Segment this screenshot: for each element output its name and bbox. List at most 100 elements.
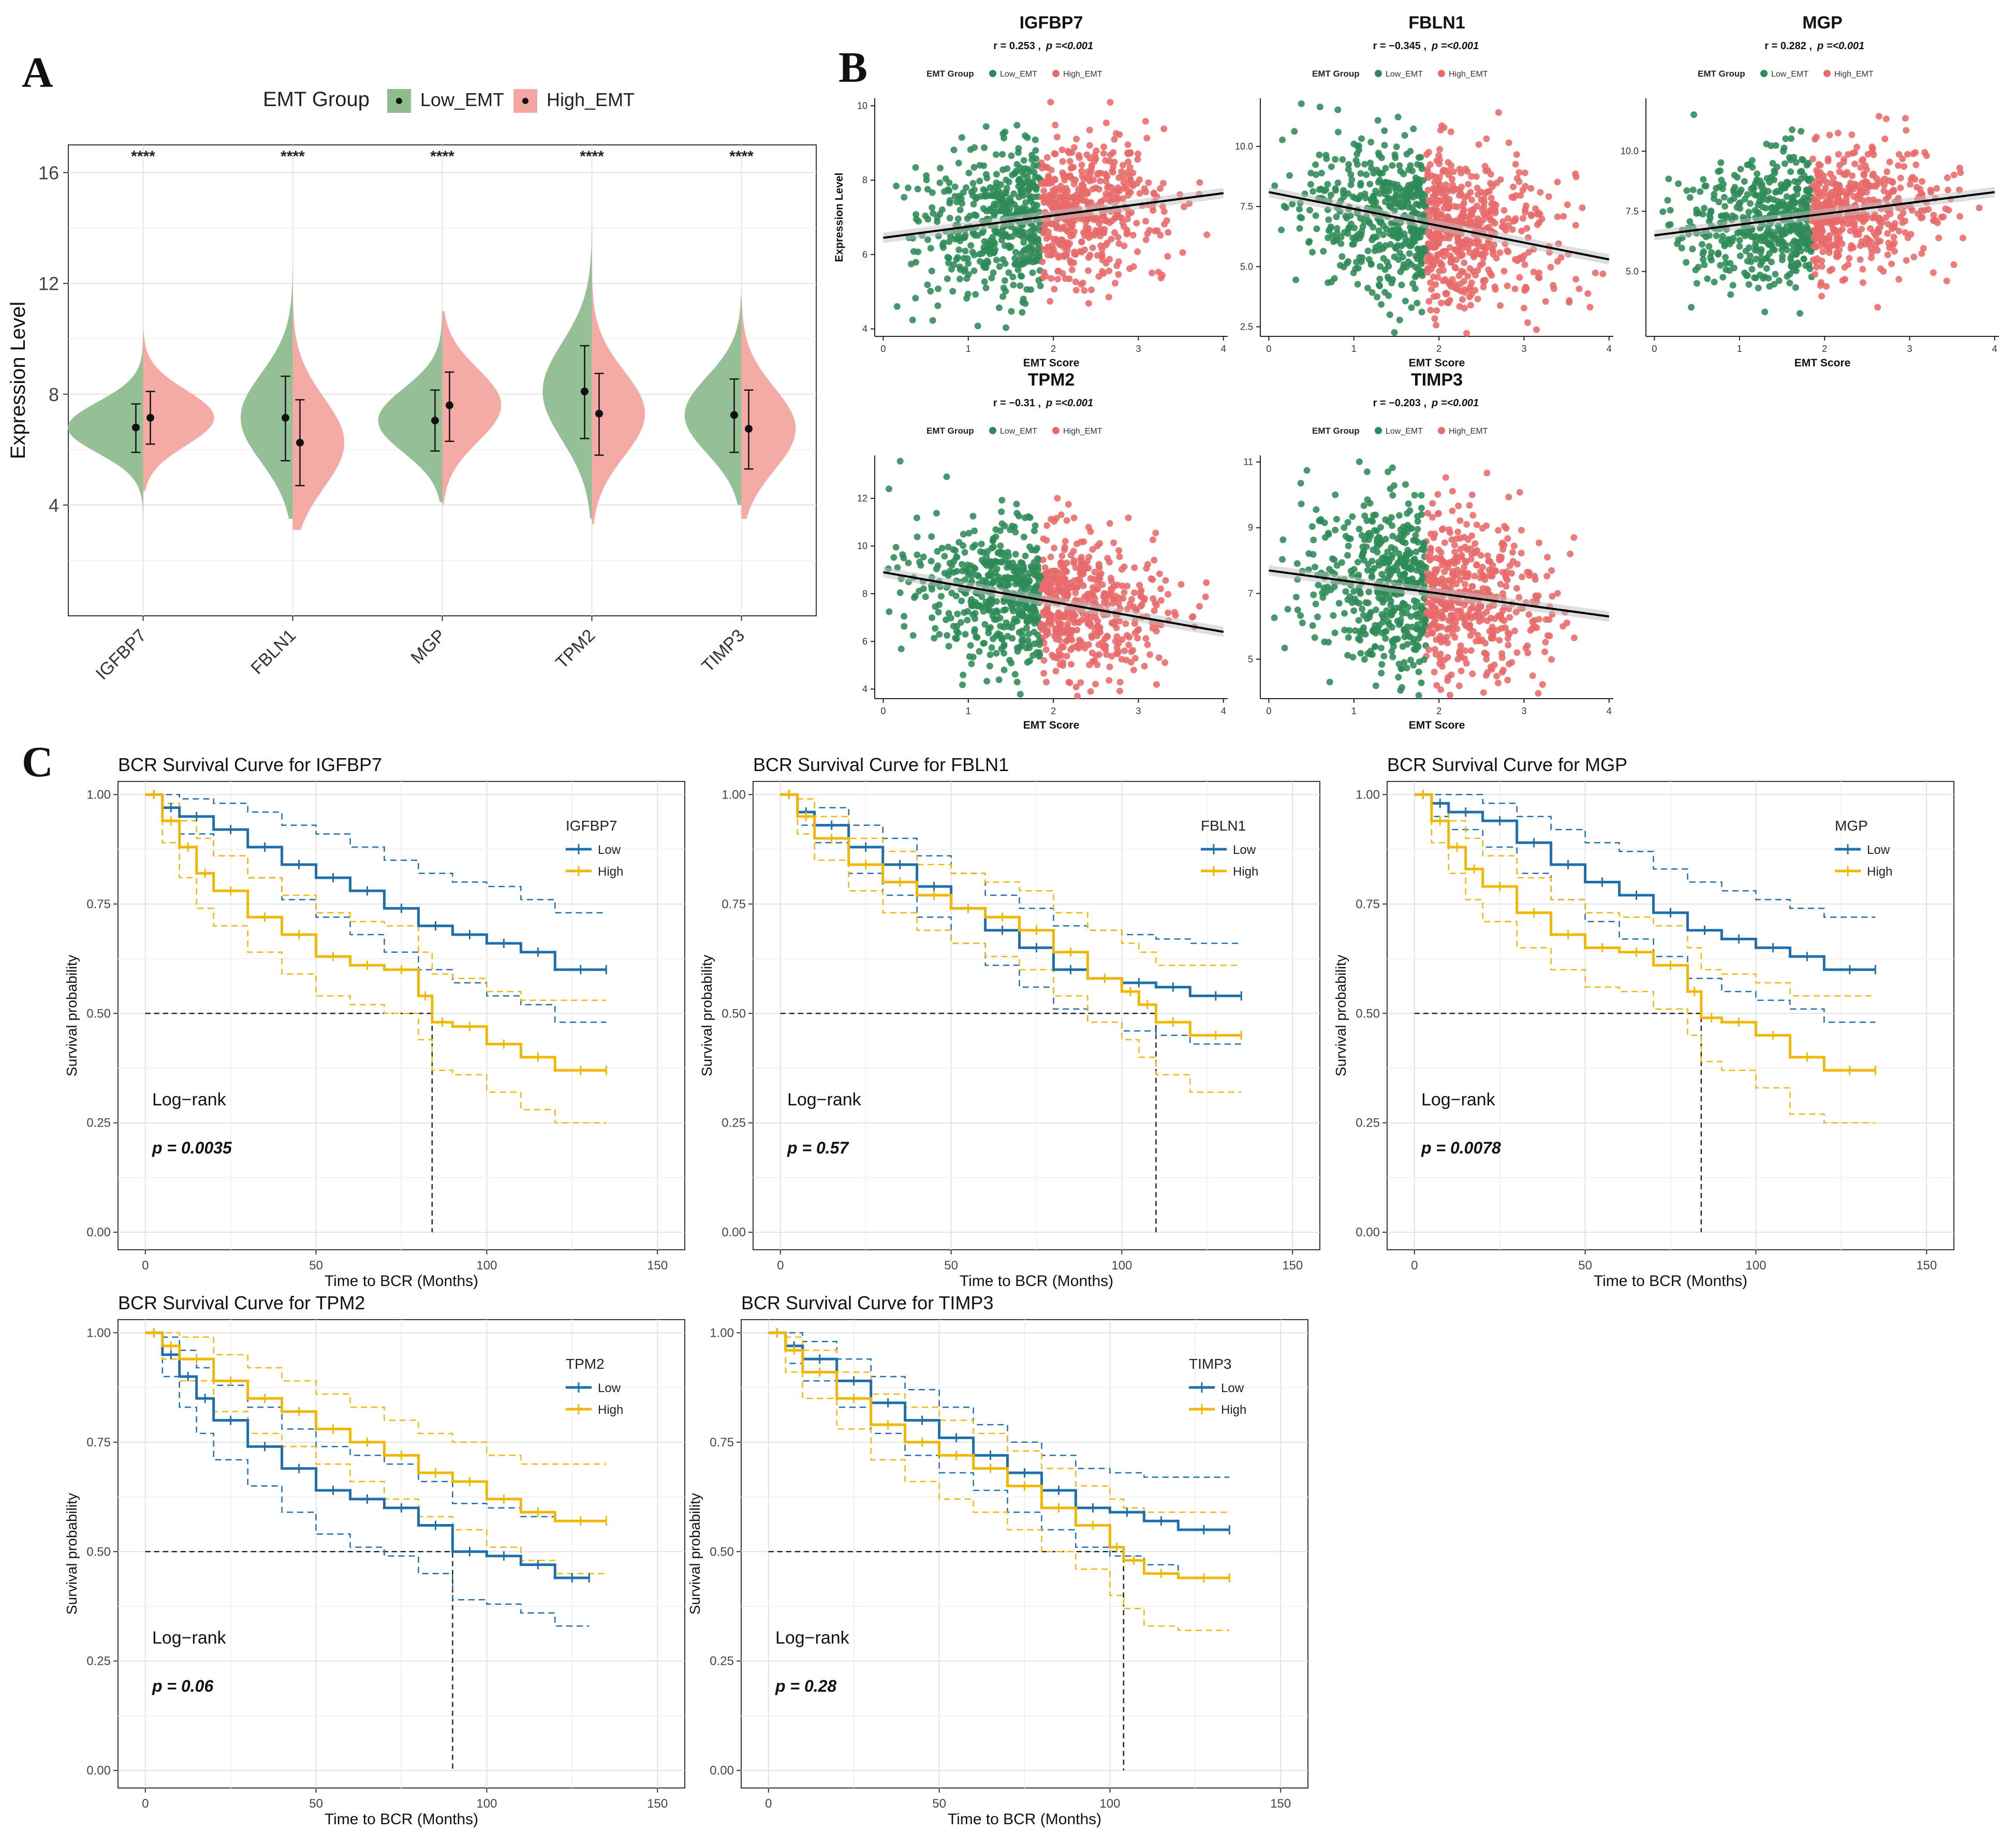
- scatter-point: [948, 589, 955, 597]
- scatter-point: [1464, 273, 1471, 280]
- scatter-point: [1381, 198, 1389, 205]
- scatter-point: [1038, 165, 1046, 172]
- scatter-point: [1042, 646, 1050, 653]
- scatter-point: [1389, 551, 1396, 558]
- x-tick-label: 1: [1737, 344, 1742, 354]
- scatter-point: [1902, 217, 1909, 225]
- y-tick-label: 10: [857, 541, 867, 551]
- scatter-point: [1367, 261, 1375, 268]
- scatter-point: [1009, 273, 1017, 280]
- scatter-point: [1776, 188, 1784, 195]
- scatter-point: [1533, 624, 1540, 631]
- scatter-point: [1889, 179, 1896, 186]
- scatter-point: [1372, 606, 1379, 613]
- y-tick-label: 7: [1248, 588, 1253, 599]
- mean-point: [581, 387, 588, 395]
- scatter-point: [1438, 526, 1446, 533]
- scatter-point: [1106, 268, 1113, 275]
- scatter-point: [1414, 526, 1421, 533]
- scatter-point: [1043, 154, 1051, 161]
- scatter-point: [1308, 523, 1316, 530]
- scatter-point: [1434, 274, 1441, 281]
- scatter-point: [1011, 671, 1019, 678]
- legend-key-low: [1760, 70, 1768, 77]
- scatter-point: [1001, 522, 1008, 529]
- scatter-point: [1895, 151, 1903, 158]
- scatter-point: [1870, 151, 1877, 158]
- scatter-point: [1077, 538, 1084, 545]
- mean-point: [745, 425, 753, 433]
- scatter-point: [1297, 612, 1304, 619]
- scatter-point: [988, 274, 995, 282]
- scatter-point: [1316, 151, 1323, 158]
- x-tick-label: 1: [1351, 344, 1357, 354]
- scatter-point: [1505, 642, 1512, 648]
- scatter-point: [928, 268, 935, 275]
- scatter-point: [998, 635, 1005, 643]
- scatter-point: [1296, 225, 1303, 232]
- scatter-point: [1039, 194, 1046, 201]
- scatter-point: [890, 554, 897, 561]
- scatter-point: [975, 573, 982, 580]
- scatter-point: [1408, 525, 1415, 532]
- scatter-point: [1142, 117, 1149, 125]
- scatter-point: [1365, 536, 1373, 543]
- scatter-point: [993, 257, 1000, 263]
- scatter-point: [1715, 198, 1723, 205]
- scatter-point: [1394, 113, 1402, 121]
- scatter-point: [1116, 131, 1123, 138]
- scatter-point: [1792, 185, 1800, 192]
- scatter-point: [1123, 227, 1130, 233]
- scatter-point: [1404, 564, 1411, 571]
- scatter-r-value: r = −0.31 ,: [993, 397, 1041, 409]
- scatter-point: [1855, 192, 1862, 199]
- scatter-point: [935, 285, 941, 292]
- scatter-point: [1444, 654, 1451, 661]
- scatter-point: [1474, 202, 1481, 210]
- scatter-point: [957, 275, 963, 283]
- scatter-point: [1686, 194, 1694, 201]
- scatter-point: [1497, 302, 1504, 309]
- scatter-point: [1418, 260, 1425, 268]
- scatter-point: [1812, 229, 1819, 236]
- scatter-point: [1678, 244, 1685, 252]
- scatter-point: [1363, 468, 1371, 476]
- scatter-point: [1438, 639, 1445, 646]
- scatter-point: [1418, 679, 1425, 686]
- violin-half-low-emt: [684, 297, 742, 505]
- scatter-point: [1378, 670, 1385, 677]
- scatter-point: [1344, 552, 1351, 559]
- scatter-point: [1847, 245, 1855, 252]
- scatter-point: [900, 554, 907, 561]
- scatter-point: [1021, 534, 1027, 541]
- scatter-point: [1036, 653, 1042, 660]
- scatter-point: [1017, 691, 1024, 698]
- scatter-point: [1313, 506, 1320, 513]
- scatter-point: [1789, 241, 1796, 248]
- scatter-point: [993, 558, 1000, 566]
- scatter-point: [1021, 209, 1028, 216]
- scatter-point: [1368, 165, 1375, 172]
- scatter-point: [1352, 265, 1359, 272]
- mean-point: [132, 423, 140, 432]
- scatter-point: [1751, 274, 1758, 282]
- scatter-point: [1432, 212, 1439, 219]
- scatter-point: [1468, 173, 1475, 180]
- scatter-point: [905, 559, 912, 567]
- scatter-point: [1389, 232, 1396, 240]
- scatter-point: [1748, 265, 1756, 273]
- scatter-point: [1918, 207, 1925, 214]
- scatter-point: [1100, 229, 1108, 236]
- scatter-point: [1121, 242, 1128, 249]
- scatter-point: [938, 593, 945, 600]
- scatter-point: [1142, 236, 1150, 243]
- scatter-point: [1897, 214, 1904, 221]
- scatter-point: [1353, 151, 1361, 158]
- scatter-point: [1487, 558, 1494, 565]
- scatter-point: [1384, 549, 1391, 555]
- scatter-point: [1013, 644, 1021, 652]
- scatter-point: [1037, 282, 1044, 289]
- scatter-point: [1391, 253, 1398, 260]
- scatter-point: [1522, 183, 1529, 190]
